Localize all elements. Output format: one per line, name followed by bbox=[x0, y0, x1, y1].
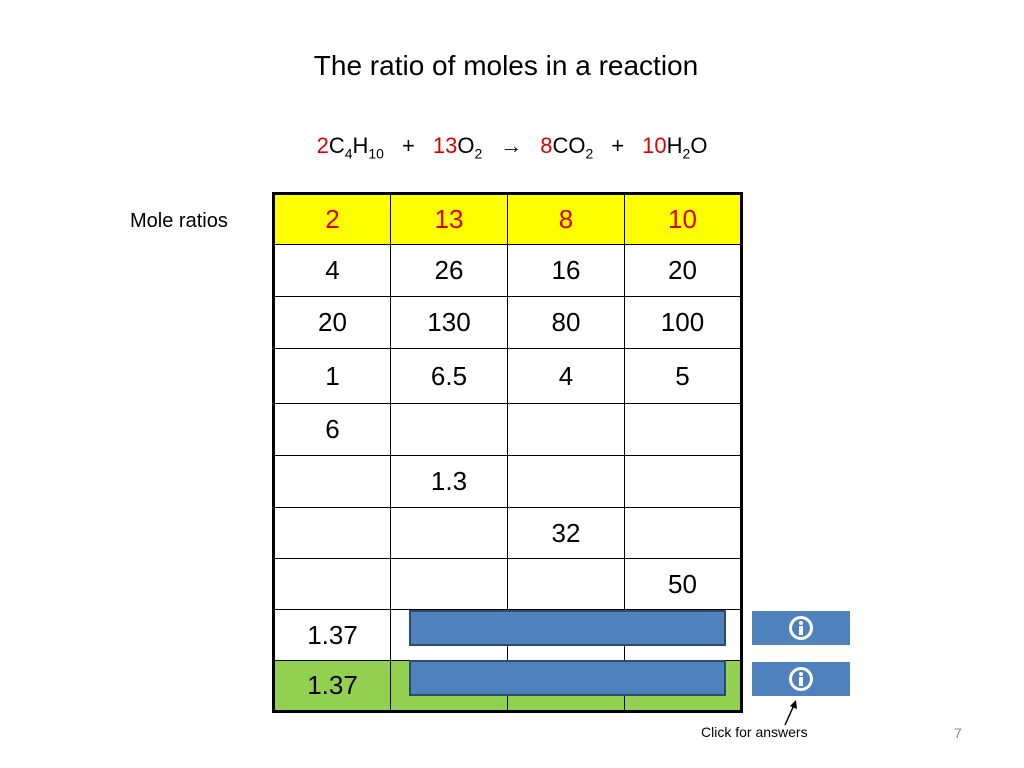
coefficient: 10 bbox=[642, 133, 667, 158]
element: O bbox=[690, 133, 708, 158]
table-cell: 130 bbox=[390, 296, 508, 349]
equation-term: 2C4H10 bbox=[316, 133, 384, 162]
hint-arrow bbox=[784, 700, 797, 726]
operator: + bbox=[401, 133, 415, 158]
table-cell bbox=[624, 403, 742, 456]
table-row: 1.3 bbox=[273, 455, 742, 508]
subscript: 4 bbox=[344, 145, 353, 162]
table-cell: 100 bbox=[624, 296, 742, 349]
table-cell: 6.5 bbox=[390, 348, 508, 404]
table-cell: 4 bbox=[273, 244, 391, 297]
table-cell: 80 bbox=[507, 296, 625, 349]
table-cell: 20 bbox=[624, 244, 742, 297]
table-cell bbox=[624, 455, 742, 508]
table-cell bbox=[507, 558, 625, 610]
equation-term: 13O2 bbox=[432, 133, 483, 162]
table-row: 1 6.5 4 5 bbox=[273, 348, 742, 404]
info-button[interactable] bbox=[752, 611, 850, 645]
table-cell: 6 bbox=[273, 403, 391, 456]
subscript: 10 bbox=[368, 145, 384, 162]
table-cell bbox=[390, 558, 508, 610]
page-number: 7 bbox=[954, 725, 962, 741]
table-row: 20 130 80 100 bbox=[273, 296, 742, 349]
info-button[interactable] bbox=[752, 662, 850, 696]
table-cell: 10 bbox=[624, 193, 742, 245]
title: The ratio of moles in a reaction bbox=[313, 50, 699, 81]
table-cell bbox=[507, 455, 625, 508]
table-cell: 2 bbox=[273, 193, 391, 245]
table-cell: 32 bbox=[507, 507, 625, 559]
operator: + bbox=[611, 133, 625, 158]
table-row: 6 bbox=[273, 403, 742, 456]
table-cell: 13 bbox=[390, 193, 508, 245]
table-cell: 1.37 bbox=[273, 609, 391, 661]
table-row: 2 13 8 10 bbox=[273, 193, 742, 245]
equation-term: 8CO2 bbox=[540, 133, 594, 162]
equation: 2C4H10 +13O2 → 8CO2 +10H2O bbox=[0, 133, 1024, 161]
subscript: 2 bbox=[474, 145, 483, 162]
hint-text: Click for answers bbox=[701, 724, 808, 740]
element: H bbox=[666, 133, 683, 158]
table-cell: 50 bbox=[624, 558, 742, 610]
element: CO bbox=[552, 133, 586, 158]
table-cell: 26 bbox=[390, 244, 508, 297]
coefficient: 8 bbox=[540, 133, 553, 158]
table-cell: 1.37 bbox=[273, 660, 391, 712]
info-icon bbox=[789, 667, 813, 691]
table-cell: 16 bbox=[507, 244, 625, 297]
table-cell: 1 bbox=[273, 348, 391, 404]
element: O bbox=[457, 133, 475, 158]
table-cell: 4 bbox=[507, 348, 625, 404]
element: H bbox=[352, 133, 369, 158]
table-cell bbox=[273, 507, 391, 559]
answer-cover[interactable] bbox=[409, 610, 726, 646]
subscript: 2 bbox=[682, 145, 691, 162]
table-row: 50 bbox=[273, 558, 742, 610]
table-cell bbox=[273, 455, 391, 508]
answer-cover[interactable] bbox=[409, 660, 726, 696]
table-cell bbox=[273, 558, 391, 610]
table-cell: 1.3 bbox=[390, 455, 508, 508]
element: C bbox=[328, 133, 345, 158]
coefficient: 2 bbox=[316, 133, 329, 158]
table-row: 32 bbox=[273, 507, 742, 559]
table-cell bbox=[390, 507, 508, 559]
table-cell: 8 bbox=[507, 193, 625, 245]
table-cell bbox=[390, 403, 508, 456]
equation-term: 10H2O bbox=[642, 133, 708, 162]
table-cell bbox=[624, 507, 742, 559]
subscript: 2 bbox=[585, 145, 594, 162]
info-icon bbox=[789, 616, 813, 640]
table-cell: 20 bbox=[273, 296, 391, 349]
coefficient: 13 bbox=[432, 133, 458, 158]
table-cell bbox=[507, 403, 625, 456]
table-cell: 5 bbox=[624, 348, 742, 404]
table-row: 4 26 16 20 bbox=[273, 244, 742, 297]
operator: → bbox=[500, 133, 523, 158]
row-label: Mole ratios bbox=[130, 210, 228, 232]
